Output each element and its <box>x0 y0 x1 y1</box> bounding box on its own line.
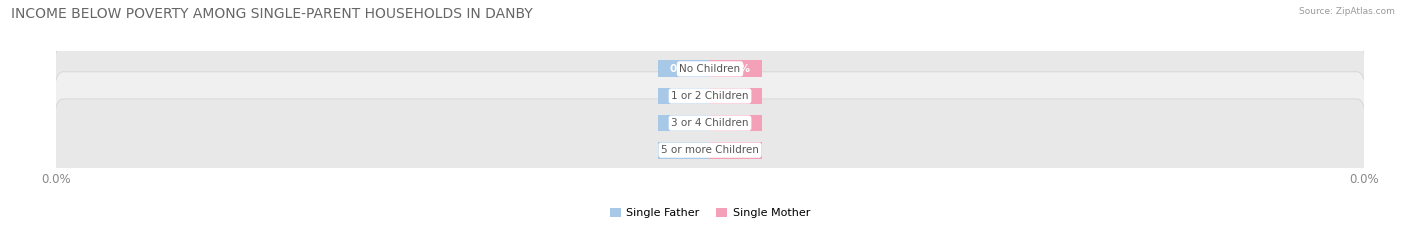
Text: 1 or 2 Children: 1 or 2 Children <box>671 91 749 101</box>
Text: 5 or more Children: 5 or more Children <box>661 145 759 155</box>
FancyBboxPatch shape <box>53 99 1367 201</box>
Text: 0.0%: 0.0% <box>721 64 751 74</box>
Bar <box>710 142 762 158</box>
Bar <box>710 61 762 77</box>
Text: 0.0%: 0.0% <box>669 91 699 101</box>
Text: 0.0%: 0.0% <box>721 91 751 101</box>
Bar <box>658 142 710 158</box>
Text: 0.0%: 0.0% <box>721 145 751 155</box>
Bar <box>710 88 762 104</box>
Bar <box>658 88 710 104</box>
FancyBboxPatch shape <box>53 18 1367 120</box>
Text: 3 or 4 Children: 3 or 4 Children <box>671 118 749 128</box>
Bar <box>658 61 710 77</box>
Bar <box>710 115 762 131</box>
Text: Source: ZipAtlas.com: Source: ZipAtlas.com <box>1299 7 1395 16</box>
Text: 0.0%: 0.0% <box>721 118 751 128</box>
FancyBboxPatch shape <box>53 45 1367 147</box>
Text: INCOME BELOW POVERTY AMONG SINGLE-PARENT HOUSEHOLDS IN DANBY: INCOME BELOW POVERTY AMONG SINGLE-PARENT… <box>11 7 533 21</box>
FancyBboxPatch shape <box>53 72 1367 174</box>
Text: 0.0%: 0.0% <box>669 64 699 74</box>
Text: No Children: No Children <box>679 64 741 74</box>
Bar <box>658 115 710 131</box>
Legend: Single Father, Single Mother: Single Father, Single Mother <box>605 203 815 223</box>
Text: 0.0%: 0.0% <box>669 118 699 128</box>
Text: 0.0%: 0.0% <box>669 145 699 155</box>
